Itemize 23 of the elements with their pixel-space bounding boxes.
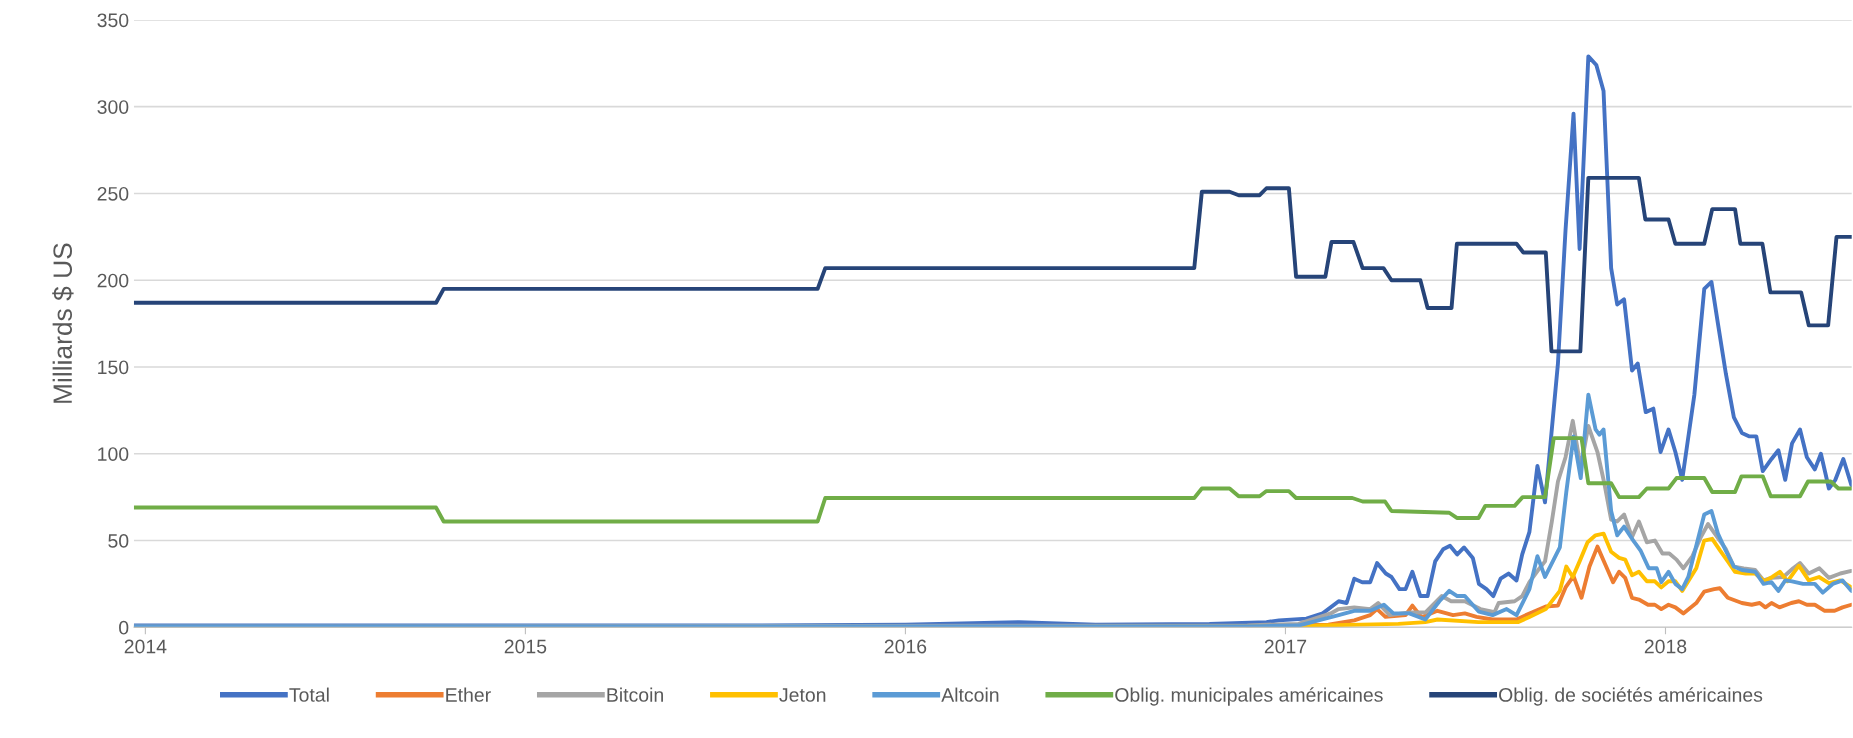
- x-tick-label: 2014: [124, 639, 167, 654]
- x-tick-label: 2016: [884, 639, 927, 654]
- legend-label: Ether: [446, 687, 491, 702]
- line-series: [133, 436, 1852, 524]
- legend-label: Altcoin: [941, 687, 999, 702]
- x-tick-label: 2015: [504, 639, 547, 654]
- y-tick-label: 300: [97, 100, 129, 114]
- y-tick-label: 50: [108, 534, 129, 548]
- x-tick-label: 2018: [1644, 639, 1687, 654]
- x-tick-label: 2017: [1264, 639, 1307, 654]
- y-tick-label: 100: [98, 447, 129, 461]
- y-axis-title: Milliards $ US: [52, 243, 74, 403]
- y-tick-label: 350: [97, 13, 129, 28]
- legend-label: Jeton: [779, 688, 826, 702]
- y-tick-label: 250: [97, 186, 129, 201]
- legend-label: Oblig. de sociétés américaines: [1499, 687, 1763, 706]
- y-tick-label: 0: [119, 620, 129, 635]
- legend-label: Bitcoin: [607, 687, 663, 702]
- legend-label: Total: [289, 687, 329, 702]
- y-tick-label: 150: [98, 360, 129, 375]
- y-tick-label: 200: [97, 273, 129, 288]
- legend-label: Oblig. municipales américaines: [1115, 687, 1383, 706]
- line-series: [133, 175, 1852, 354]
